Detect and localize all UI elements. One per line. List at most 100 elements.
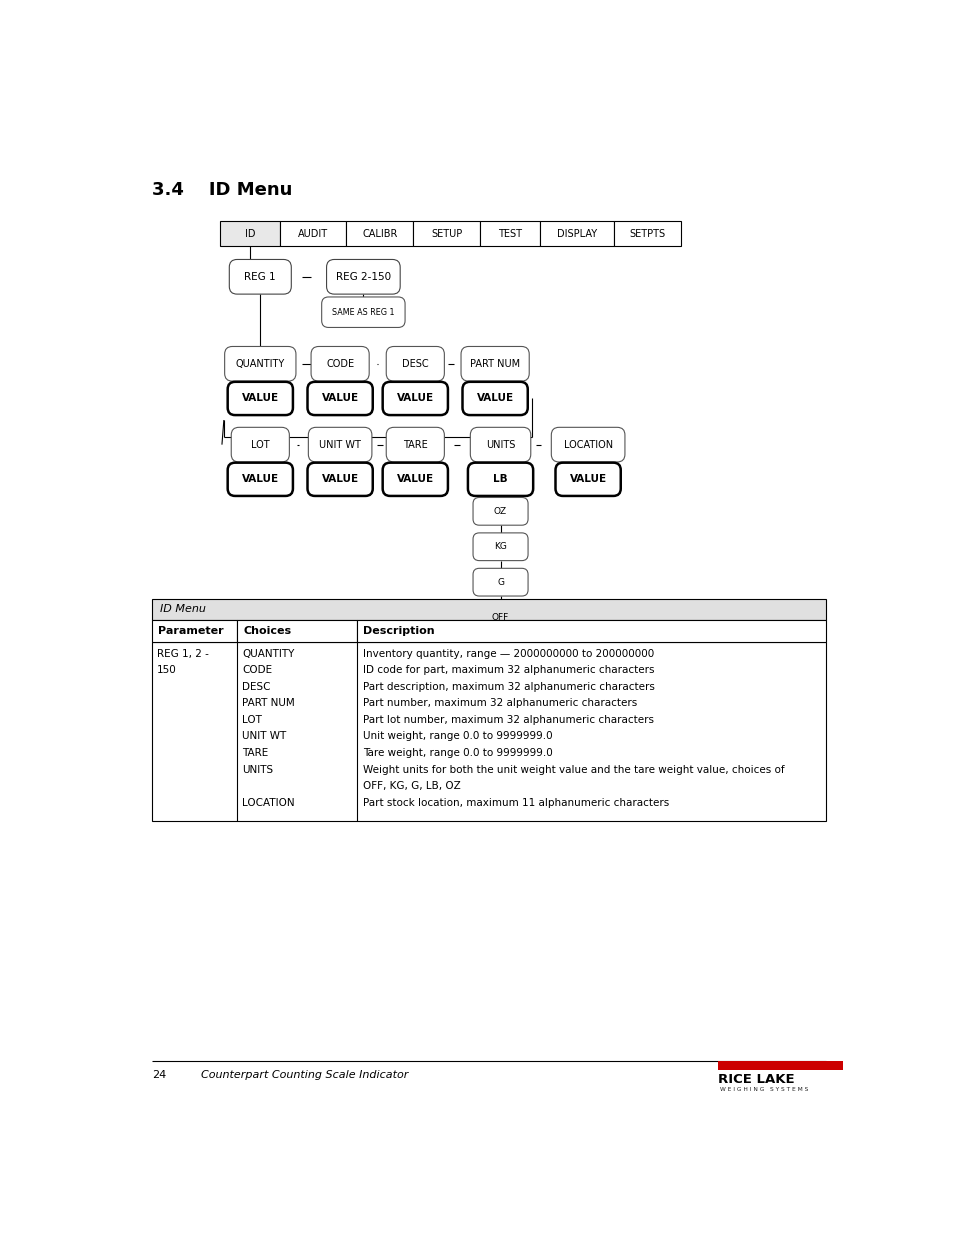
Text: REG 1: REG 1 [244, 272, 275, 282]
Text: LB: LB [493, 474, 507, 484]
Text: TARE: TARE [402, 440, 427, 450]
Text: 3.4    ID Menu: 3.4 ID Menu [152, 182, 292, 199]
Bar [236, 620, 356, 642]
Text: Counterpart Counting Scale Indicator: Counterpart Counting Scale Indicator [200, 1070, 408, 1079]
Text: OZ: OZ [494, 506, 507, 516]
FancyBboxPatch shape [307, 382, 373, 415]
FancyBboxPatch shape [470, 427, 530, 462]
FancyBboxPatch shape [231, 427, 289, 462]
Text: CALIBR: CALIBR [362, 228, 397, 238]
Text: G: G [497, 578, 503, 587]
Text: UNITS: UNITS [485, 440, 515, 450]
Text: Description: Description [363, 626, 435, 636]
FancyBboxPatch shape [228, 463, 293, 496]
Text: REG 1, 2 -: REG 1, 2 - [157, 648, 209, 658]
Text: REG 2-150: REG 2-150 [335, 272, 391, 282]
Bar [356, 620, 825, 642]
Text: SETUP: SETUP [431, 228, 462, 238]
Text: Inventory quantity, range — 2000000000 to 200000000: Inventory quantity, range — 2000000000 t… [362, 648, 653, 658]
Text: UNIT WT: UNIT WT [242, 731, 287, 741]
FancyBboxPatch shape [229, 259, 291, 294]
Text: DESC: DESC [401, 359, 428, 369]
Text: TARE: TARE [242, 748, 269, 758]
FancyBboxPatch shape [224, 347, 295, 382]
Text: Part stock location, maximum 11 alphanumeric characters: Part stock location, maximum 11 alphanum… [362, 798, 668, 808]
Text: LOCATION: LOCATION [563, 440, 612, 450]
FancyBboxPatch shape [228, 382, 293, 415]
Text: ID code for part, maximum 32 alphanumeric characters: ID code for part, maximum 32 alphanumeri… [362, 666, 654, 676]
Text: Part lot number, maximum 32 alphanumeric characters: Part lot number, maximum 32 alphanumeric… [362, 715, 653, 725]
FancyBboxPatch shape [311, 347, 369, 382]
FancyBboxPatch shape [460, 347, 529, 382]
Text: Unit weight, range 0.0 to 9999999.0: Unit weight, range 0.0 to 9999999.0 [362, 731, 552, 741]
Text: W E I G H I N G   S Y S T E M S: W E I G H I N G S Y S T E M S [720, 1087, 807, 1092]
Text: LOT: LOT [242, 715, 262, 725]
FancyBboxPatch shape [551, 427, 624, 462]
Bar [220, 221, 279, 246]
Text: LOCATION: LOCATION [242, 798, 294, 808]
Text: VALUE: VALUE [241, 394, 278, 404]
Text: PART NUM: PART NUM [242, 698, 294, 709]
Text: UNIT WT: UNIT WT [319, 440, 360, 450]
Text: Choices: Choices [243, 626, 291, 636]
Text: VALUE: VALUE [321, 394, 358, 404]
FancyBboxPatch shape [462, 382, 527, 415]
FancyBboxPatch shape [555, 463, 620, 496]
Text: Part number, maximum 32 alphanumeric characters: Part number, maximum 32 alphanumeric cha… [362, 698, 637, 709]
Text: ID Menu: ID Menu [159, 604, 205, 615]
Bar [152, 599, 825, 620]
FancyBboxPatch shape [473, 498, 528, 525]
Text: CODE: CODE [242, 666, 273, 676]
Text: VALUE: VALUE [396, 474, 434, 484]
Bar [152, 620, 236, 642]
Text: DESC: DESC [242, 682, 271, 692]
Text: 24: 24 [152, 1070, 166, 1079]
Text: SAME AS REG 1: SAME AS REG 1 [332, 308, 395, 316]
Text: TEST: TEST [497, 228, 521, 238]
Text: SETPTS: SETPTS [629, 228, 665, 238]
Bar [614, 221, 680, 246]
Text: VALUE: VALUE [321, 474, 358, 484]
Bar [279, 221, 346, 246]
Text: AUDIT: AUDIT [297, 228, 328, 238]
Text: RICE LAKE: RICE LAKE [717, 1073, 793, 1086]
Text: QUANTITY: QUANTITY [242, 648, 294, 658]
Text: LOT: LOT [251, 440, 270, 450]
Bar [413, 221, 479, 246]
Text: VALUE: VALUE [569, 474, 606, 484]
FancyBboxPatch shape [386, 347, 444, 382]
Bar [152, 642, 825, 821]
Text: Part description, maximum 32 alphanumeric characters: Part description, maximum 32 alphanumeri… [362, 682, 654, 692]
Bar [346, 221, 413, 246]
Bar [479, 221, 539, 246]
Text: Tare weight, range 0.0 to 9999999.0: Tare weight, range 0.0 to 9999999.0 [362, 748, 552, 758]
Text: KG: KG [494, 542, 506, 551]
Text: VALUE: VALUE [396, 394, 434, 404]
Text: 150: 150 [157, 666, 177, 676]
FancyBboxPatch shape [473, 532, 528, 561]
FancyBboxPatch shape [386, 427, 444, 462]
Bar [539, 221, 614, 246]
Text: UNITS: UNITS [242, 764, 274, 774]
FancyBboxPatch shape [467, 463, 533, 496]
Text: VALUE: VALUE [241, 474, 278, 484]
FancyBboxPatch shape [326, 259, 399, 294]
FancyBboxPatch shape [473, 604, 528, 631]
Text: ID: ID [244, 228, 254, 238]
FancyBboxPatch shape [308, 427, 372, 462]
Text: OFF: OFF [492, 613, 509, 622]
Text: CODE: CODE [326, 359, 354, 369]
FancyBboxPatch shape [321, 296, 405, 327]
Text: OFF, KG, G, LB, OZ: OFF, KG, G, LB, OZ [362, 782, 460, 792]
FancyBboxPatch shape [307, 463, 373, 496]
FancyBboxPatch shape [382, 463, 448, 496]
FancyBboxPatch shape [473, 568, 528, 597]
Text: QUANTITY: QUANTITY [235, 359, 285, 369]
Text: Weight units for both the unit weight value and the tare weight value, choices o: Weight units for both the unit weight va… [362, 764, 783, 774]
Text: PART NUM: PART NUM [470, 359, 519, 369]
Bar [717, 1061, 842, 1070]
Text: VALUE: VALUE [476, 394, 513, 404]
Text: DISPLAY: DISPLAY [557, 228, 597, 238]
Text: Parameter: Parameter [158, 626, 223, 636]
FancyBboxPatch shape [382, 382, 448, 415]
